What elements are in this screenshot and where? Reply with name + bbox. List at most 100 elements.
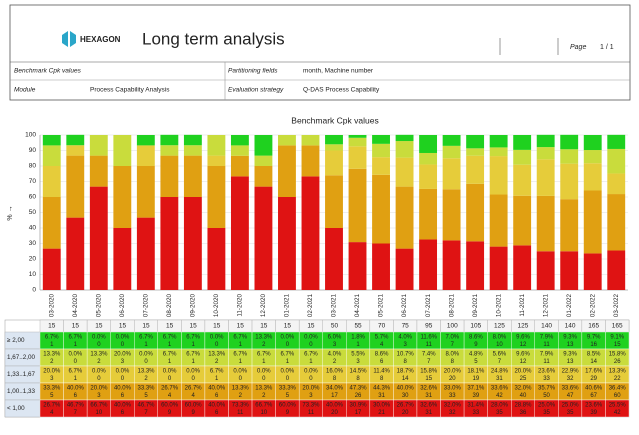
cell-percent: 11.6% (420, 335, 437, 341)
total-count: 15 (95, 323, 103, 330)
x-tick-label: 05-2020 (95, 294, 102, 318)
bar-segment (348, 242, 367, 290)
cell-percent: 23.6% (538, 369, 556, 375)
bar-segment (183, 145, 202, 156)
cell-count: 32 (567, 376, 574, 382)
bar-segment (136, 145, 155, 166)
cell-percent: 73.3% (302, 403, 320, 409)
cell-count: 31 (496, 376, 503, 382)
bar-segment (325, 228, 343, 290)
bar-segment (230, 135, 249, 146)
cell-percent: 0.0% (116, 369, 130, 375)
cell-count: 1 (215, 376, 219, 382)
cell-count: 10 (496, 342, 503, 348)
y-tick-label: 100 (25, 132, 36, 139)
cell-percent: 0.0% (92, 369, 106, 375)
cell-count: 16 (590, 342, 597, 348)
bar-segment (489, 156, 508, 195)
cell-percent: 40.6% (585, 386, 603, 392)
cell-count: 3 (404, 342, 408, 348)
bar-segment (254, 135, 273, 156)
cell-count: 33 (543, 376, 550, 382)
bar-segment (183, 155, 202, 197)
chart-title: Benchmark Cpk values (291, 115, 378, 125)
cell-count: 2 (239, 393, 243, 399)
bar-segment (607, 173, 626, 195)
bar-segment (442, 158, 461, 190)
bar-segment (536, 251, 555, 290)
row-label: ≥ 2,00 (7, 337, 25, 344)
x-tick-label: 02-2022 (589, 294, 596, 318)
bar-segment (160, 197, 179, 290)
cell-count: 12 (520, 359, 527, 365)
cell-count: 33 (473, 410, 480, 416)
cell-percent: 34.0% (326, 386, 344, 392)
field-label: Evaluation strategy (228, 87, 284, 94)
cell-count: 1 (191, 342, 195, 348)
cell-percent: 0.0% (186, 369, 200, 375)
cell-percent: 37.1% (467, 386, 485, 392)
cell-percent: 40.0% (326, 403, 344, 409)
y-tick-label: 90 (29, 147, 37, 154)
bar-segment (372, 157, 390, 175)
cell-count: 67 (590, 393, 597, 399)
cell-count: 1 (50, 342, 54, 348)
cell-count: 39 (473, 393, 480, 399)
cell-count: 4 (191, 393, 195, 399)
bar-segment (230, 155, 249, 177)
x-tick-label: 05-2021 (378, 294, 385, 318)
bar-segment (395, 186, 414, 249)
bar-segment (372, 135, 390, 144)
total-count: 125 (494, 323, 505, 330)
bar-segment (325, 135, 343, 145)
cell-percent: 26.7% (161, 386, 179, 392)
bar-segment (160, 145, 179, 156)
cell-percent: 18.1% (467, 369, 485, 375)
cell-count: 47 (567, 393, 574, 399)
bar-segment (136, 135, 155, 146)
cell-percent: 31.4% (467, 403, 485, 409)
y-tick-label: 10 (29, 271, 37, 278)
bar-segment (136, 166, 155, 218)
cell-percent: 33.6% (562, 386, 580, 392)
bar-segment (136, 217, 155, 290)
cell-count: 31 (425, 410, 432, 416)
cell-count: 8 (404, 359, 408, 365)
cell-count: 2 (215, 359, 219, 365)
cell-count: 7 (427, 359, 431, 365)
cell-percent: 6.7% (210, 369, 224, 375)
bar-segment (372, 143, 390, 158)
x-tick-label: 08-2020 (166, 294, 173, 318)
cell-count: 11 (543, 342, 550, 348)
bar-segment (301, 145, 320, 177)
cell-percent: 8.6% (469, 335, 483, 341)
cell-count: 6 (215, 393, 219, 399)
row-label: < 1,00 (7, 405, 25, 412)
cell-percent: 0.0% (68, 352, 82, 358)
bar-segment (113, 135, 132, 166)
cell-count: 7 (74, 410, 78, 416)
cell-count: 3 (97, 393, 101, 399)
cell-count: 3 (333, 342, 337, 348)
cell-count: 2 (97, 359, 101, 365)
cell-count: 1 (74, 342, 78, 348)
bar-segment (207, 135, 226, 156)
row-label: 1,67..2,00 (7, 354, 36, 361)
cell-percent: 6.0% (328, 335, 342, 341)
bar-segment (42, 166, 61, 197)
cell-count: 32 (449, 410, 456, 416)
cell-percent: 5.6% (493, 352, 507, 358)
cell-percent: 9.3% (563, 352, 577, 358)
bar-segment (395, 157, 414, 187)
x-tick-label: 09-2020 (190, 294, 197, 318)
x-tick-label: 06-2020 (119, 294, 126, 318)
cell-percent: 33.6% (491, 386, 509, 392)
bar-segment (536, 134, 555, 148)
cell-count: 6 (121, 393, 125, 399)
cell-percent: 0.0% (304, 335, 318, 341)
cell-percent: 0.0% (163, 369, 177, 375)
cell-percent: 32.0% (444, 403, 462, 409)
x-tick-label: 10-2021 (495, 294, 502, 318)
x-tick-label: 06-2021 (401, 294, 408, 318)
cell-percent: 4.8% (469, 352, 483, 358)
